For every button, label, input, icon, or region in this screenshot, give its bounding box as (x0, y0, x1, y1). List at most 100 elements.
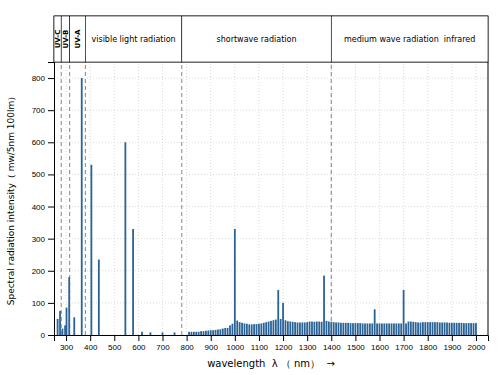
bar (391, 323, 393, 335)
bar (350, 323, 352, 335)
bar (333, 322, 335, 335)
bar (268, 322, 270, 335)
y-tick: 500 (32, 170, 54, 179)
bar (301, 322, 303, 335)
bar (432, 322, 434, 335)
region-header: UV-CUV-BUV-Avisible light radiationshort… (54, 16, 488, 62)
grid-line-y (54, 238, 488, 239)
grid-line-x (451, 62, 452, 335)
bar (436, 322, 438, 335)
x-tick: 900 (205, 335, 219, 352)
bar (330, 322, 332, 335)
x-tick: 1800 (419, 335, 437, 352)
x-tick-mark (90, 335, 91, 341)
x-tick-mark (211, 335, 212, 341)
bar (364, 323, 366, 335)
grid-line-x (114, 62, 115, 335)
bar (395, 323, 397, 335)
x-tick-label: 1000 (226, 343, 244, 352)
bar (444, 322, 446, 335)
bar (90, 165, 92, 335)
y-tick-mark (48, 110, 54, 111)
bar (210, 330, 212, 335)
bar (374, 309, 376, 335)
region-divider (85, 62, 86, 335)
x-tick: 2000 (468, 335, 486, 352)
bar (162, 332, 164, 335)
bar (314, 322, 316, 335)
grid-line-x (403, 62, 404, 335)
y-tick: 400 (32, 203, 54, 212)
bar (463, 323, 465, 335)
x-tick-label: 1700 (395, 343, 413, 352)
bar (354, 323, 356, 335)
region-divider (61, 62, 62, 335)
region-cell (61, 16, 69, 62)
bar (260, 323, 262, 335)
bar (408, 322, 410, 335)
x-tick: 1300 (299, 335, 317, 352)
bar (73, 317, 75, 335)
x-tick: 300 (60, 335, 74, 352)
bar (299, 322, 301, 335)
x-tick-mark (331, 335, 332, 341)
x-axis-line (55, 336, 489, 342)
bar (253, 324, 255, 335)
bar (150, 332, 152, 335)
grid-line-y (54, 270, 488, 271)
x-tick: 1200 (275, 335, 293, 352)
bar (297, 322, 299, 335)
x-tick-label: 400 (84, 343, 98, 352)
bar (473, 323, 475, 335)
bar (217, 330, 219, 335)
y-tick-label: 200 (32, 267, 46, 276)
frame-line (488, 62, 489, 335)
bar (222, 329, 224, 335)
bar (66, 308, 68, 335)
bar (289, 322, 291, 335)
bar (251, 324, 253, 335)
bar (359, 323, 361, 335)
bar (367, 323, 369, 335)
region-cell (54, 16, 61, 62)
bar (244, 323, 246, 335)
grid-line-y (54, 302, 488, 303)
grid-line-y (54, 206, 488, 207)
region-divider (181, 62, 182, 335)
bar (420, 322, 422, 335)
chart: 3004005006007008009001000110012001300140… (0, 0, 500, 375)
y-tick-mark (48, 303, 54, 304)
bar (468, 323, 470, 335)
grid-line-x (283, 62, 284, 335)
bar (236, 321, 238, 335)
bar (439, 322, 441, 335)
x-tick-mark (259, 335, 260, 341)
bar (68, 277, 70, 335)
bar (405, 323, 407, 335)
bar (345, 323, 347, 335)
bar (309, 322, 311, 335)
x-tick-label: 600 (132, 343, 146, 352)
bar (229, 325, 231, 335)
bar (386, 323, 388, 335)
bar (191, 332, 193, 335)
y-tick-label: 600 (32, 138, 46, 147)
bar (369, 323, 371, 335)
bar (376, 323, 378, 335)
bar (59, 311, 61, 335)
region-cell (70, 16, 86, 62)
bar (415, 322, 417, 335)
bar (124, 142, 126, 335)
bar (398, 323, 400, 335)
grid-line-x (331, 62, 332, 335)
bar (446, 322, 448, 335)
bar (81, 78, 83, 335)
x-tick: 500 (108, 335, 122, 352)
grid-line-x (138, 62, 139, 335)
x-tick-mark (187, 335, 188, 341)
grid-line-x (258, 62, 259, 335)
bar (294, 322, 296, 335)
grid-line-y (54, 174, 488, 175)
bar (475, 323, 477, 335)
y-tick-mark (48, 335, 54, 336)
